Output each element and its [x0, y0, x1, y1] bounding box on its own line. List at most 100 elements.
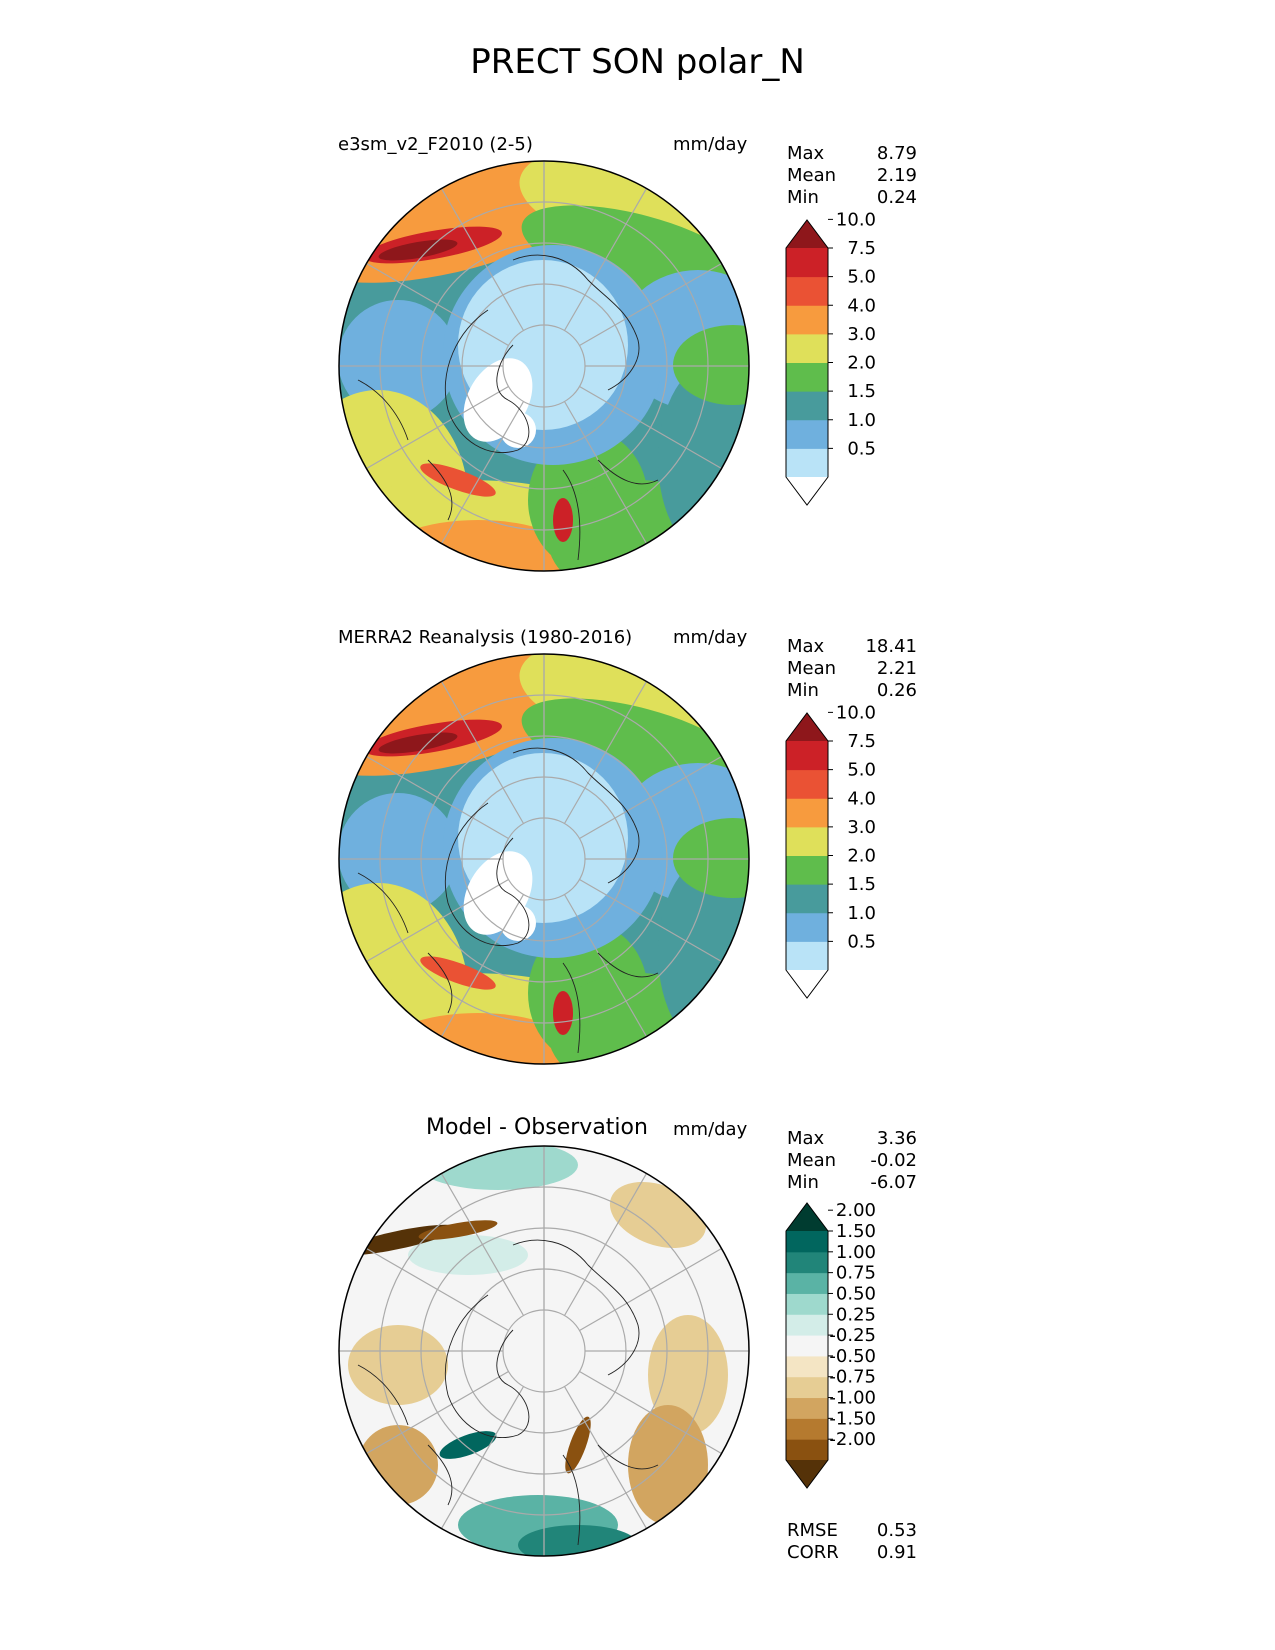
colorbar-tick-label: 7.5 — [847, 238, 876, 259]
field-region — [439, 1431, 497, 1459]
field-region — [348, 1325, 448, 1405]
coastlines — [357, 747, 659, 1054]
meridian-line — [440, 894, 525, 1037]
colorbar-tick-label: 5.0 — [847, 267, 876, 288]
stat-name: Min — [787, 187, 819, 208]
colorbar-extension-bottom — [786, 1460, 828, 1488]
field-region — [339, 300, 458, 420]
colorbar-outline — [785, 712, 829, 999]
meridian-line — [579, 385, 722, 470]
colorbar-tick-label: 0.5 — [847, 931, 876, 952]
stat-name: Mean — [787, 658, 837, 679]
coastline — [357, 872, 453, 1014]
colorbar-tick-label: 10.0 — [836, 702, 876, 723]
colorbar-tick-label: -0.75 — [829, 1367, 876, 1388]
colorbar-outline — [785, 219, 829, 506]
field-region — [673, 325, 749, 405]
colorbar-tick-label: 0.5 — [847, 438, 876, 459]
colorbar-tick-label: 2.0 — [847, 846, 876, 867]
stat-value: 8.79 — [876, 143, 917, 164]
field-region — [673, 818, 749, 898]
stat-value: 0.24 — [876, 187, 917, 208]
stat-name: Max — [787, 636, 825, 657]
colorbar-bin — [786, 305, 828, 335]
colorbar-extension-top — [786, 220, 828, 248]
coastlines — [357, 254, 659, 561]
metric-name: CORR — [787, 1542, 839, 1563]
colorbar-diff: -2.00-1.50-1.00-0.75-0.50-0.250.250.500.… — [785, 1200, 876, 1489]
coastline — [512, 254, 640, 391]
coastline — [357, 1364, 453, 1506]
colorbar-bin — [786, 912, 828, 942]
meridian-line — [563, 188, 648, 331]
field-region — [553, 991, 573, 1035]
colorbar-bin — [786, 1439, 828, 1461]
colorbar-tick-label: -1.50 — [829, 1408, 876, 1429]
colorbar-bin — [786, 741, 828, 771]
colorbar-tick-label: 2.00 — [836, 1200, 876, 1221]
field-region — [500, 905, 536, 941]
panel-ref-units: mm/day — [673, 627, 748, 648]
stat-value: 2.21 — [876, 658, 917, 679]
colorbar-tick-label: 2.0 — [847, 353, 876, 374]
colorbar-tick-label: 1.50 — [836, 1221, 876, 1242]
colorbar-bin — [786, 826, 828, 856]
colorbar-bin — [786, 1314, 828, 1336]
panel-test-label: e3sm_v2_F2010 (2-5) — [338, 134, 533, 155]
stat-value: -6.07 — [870, 1172, 917, 1193]
colorbar-bin — [786, 391, 828, 421]
panel-ref-label: MERRA2 Reanalysis (1980-2016) — [338, 627, 633, 648]
colorbar-bin — [786, 1293, 828, 1315]
field-region — [553, 498, 573, 542]
colorbar-tick-label: 1.0 — [847, 410, 876, 431]
coastlines — [357, 1239, 659, 1546]
colorbar-tick-label: 5.0 — [847, 760, 876, 781]
colorbar-tick-label: -0.50 — [829, 1346, 876, 1367]
panel-diff-label: Model - Observation — [426, 1115, 648, 1140]
meridian-line — [563, 1173, 648, 1316]
colorbar-bin — [786, 1335, 828, 1357]
colorbar-bin — [786, 248, 828, 278]
field-region — [378, 239, 458, 261]
meridian-line — [440, 188, 525, 331]
stat-name: Mean — [787, 165, 837, 186]
field-region — [378, 732, 458, 754]
meridian-line — [366, 755, 509, 840]
meridian-line — [579, 1247, 722, 1332]
coastline — [512, 747, 640, 884]
graticule — [339, 1146, 749, 1556]
colorbar-bin — [786, 769, 828, 799]
colorbar-tick-label: 1.0 — [847, 903, 876, 924]
meridian-line — [563, 894, 648, 1037]
stat-value: 3.36 — [876, 1128, 917, 1149]
meridian-line — [366, 1247, 509, 1332]
coastline — [562, 952, 659, 1054]
meridian-line — [440, 1386, 525, 1529]
colorbar-bin — [786, 1355, 828, 1378]
colorbar-tick-label: 4.0 — [847, 788, 876, 809]
map-test — [338, 160, 750, 572]
colorbar-tick-label: 10.0 — [836, 209, 876, 230]
stat-name: Max — [787, 143, 825, 164]
coastline — [444, 1294, 530, 1439]
panel-diff-units: mm/day — [673, 1119, 748, 1140]
field-region — [418, 1146, 578, 1190]
map-ref — [338, 653, 750, 1065]
map-frame — [338, 653, 750, 1065]
meridian-line — [579, 262, 722, 347]
graticule — [339, 654, 749, 1064]
field-region — [418, 1220, 498, 1240]
field-layer — [339, 654, 749, 1064]
colorbar-bin — [786, 1272, 828, 1294]
colorbar-tick-label: 3.0 — [847, 324, 876, 345]
colorbar-extension-top — [786, 1203, 828, 1231]
stat-name: Max — [787, 1128, 825, 1149]
meridian-line — [579, 878, 722, 963]
colorbar-tick-label: -0.25 — [829, 1325, 876, 1346]
colorbar-ref: 0.5 1.0 1.5 2.0 3.0 4.0 5.0 7.5 10.0 — [785, 702, 876, 999]
coastline — [444, 802, 530, 947]
panel-test-units: mm/day — [673, 134, 748, 155]
field-region — [628, 1405, 708, 1525]
stats-diff: Max 3.36 Mean -0.02 Min -6.07 — [787, 1128, 917, 1194]
meridian-line — [366, 1370, 509, 1455]
